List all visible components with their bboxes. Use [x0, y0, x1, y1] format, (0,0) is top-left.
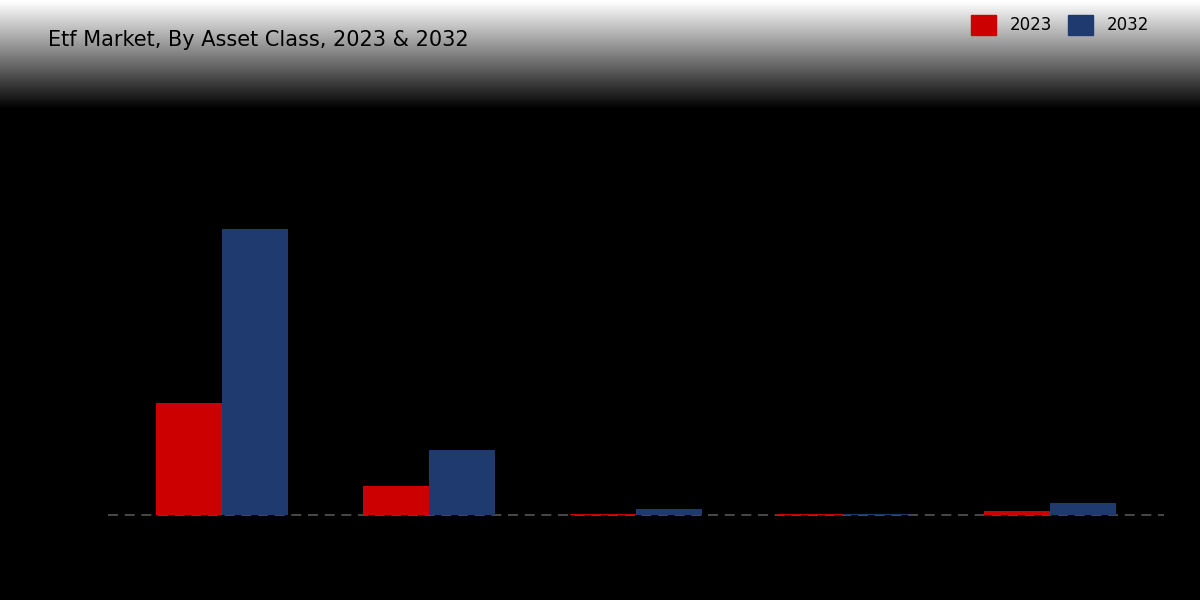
Bar	[636, 509, 702, 515]
Bar	[156, 403, 222, 515]
Bar	[222, 229, 288, 515]
Legend: 2023, 2032: 2023, 2032	[965, 8, 1156, 42]
Bar	[1050, 503, 1116, 515]
Bar	[984, 511, 1050, 515]
Bar	[362, 485, 430, 515]
Bar	[842, 514, 910, 515]
Bar	[430, 449, 496, 515]
Text: 6871.32: 6871.32	[156, 388, 214, 400]
Bar	[570, 514, 636, 515]
Text: Etf Market, By Asset Class, 2023 & 2032: Etf Market, By Asset Class, 2023 & 2032	[48, 30, 469, 50]
